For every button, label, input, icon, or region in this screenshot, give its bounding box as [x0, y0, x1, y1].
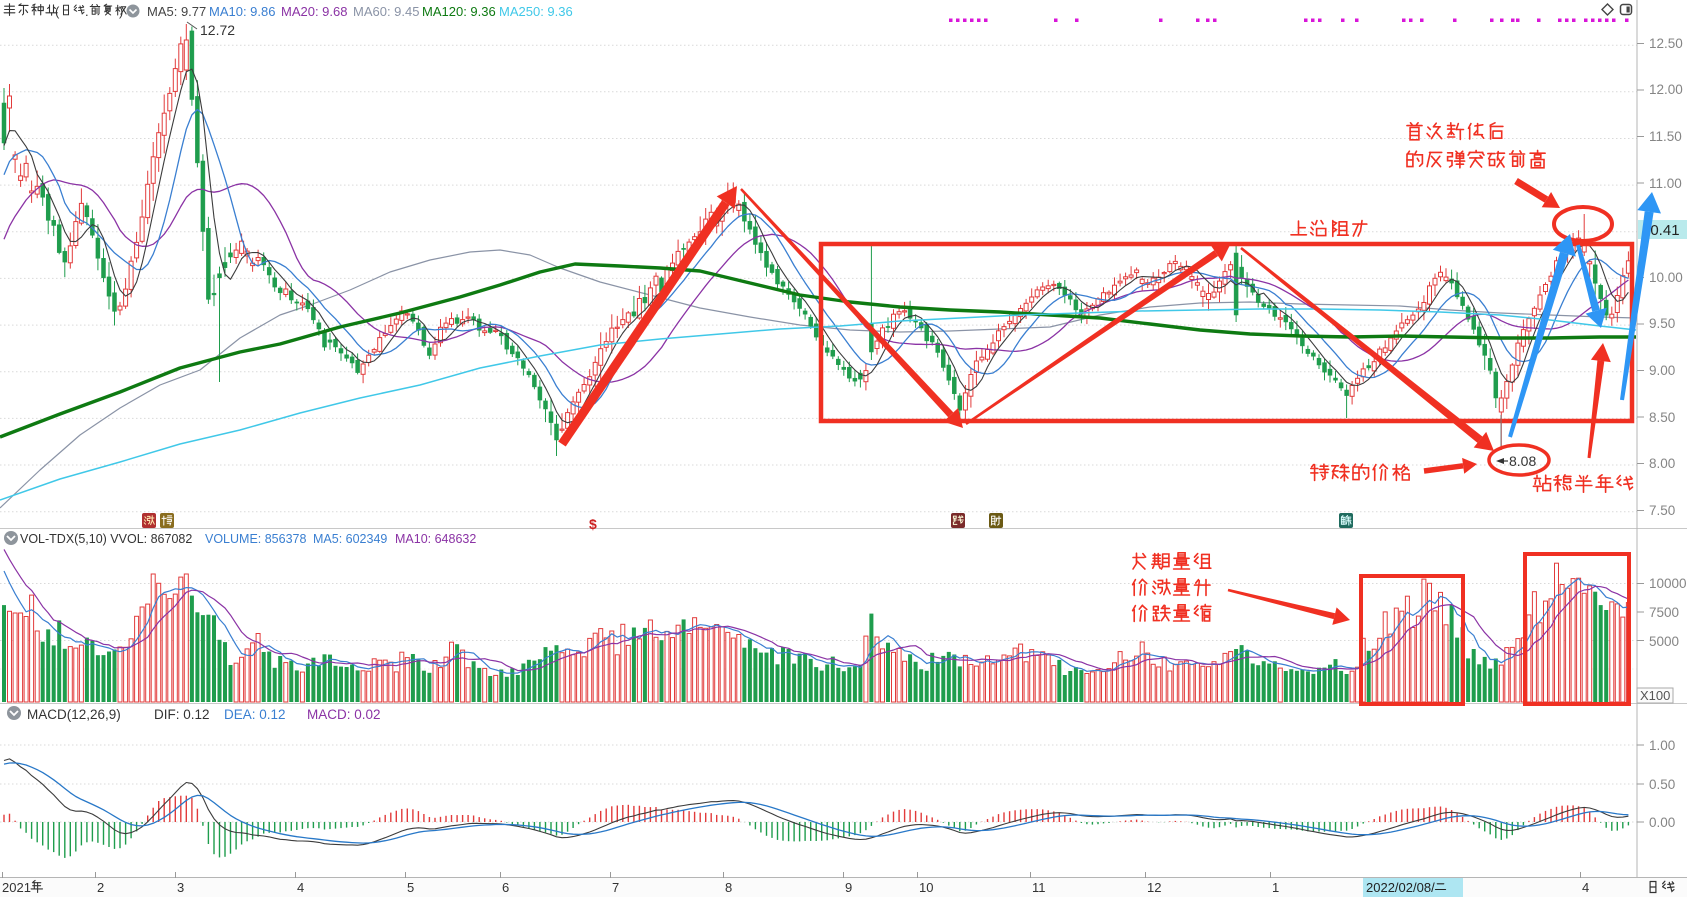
svg-text:MACD: 0.02: MACD: 0.02: [307, 707, 381, 722]
svg-text:9: 9: [845, 880, 852, 895]
svg-text:1: 1: [1272, 880, 1279, 895]
svg-text:4: 4: [1582, 880, 1589, 895]
svg-text:MA20: 9.68: MA20: 9.68: [281, 4, 348, 19]
svg-text:8.00: 8.00: [1649, 456, 1675, 471]
svg-text:1.00: 1.00: [1649, 738, 1675, 753]
svg-text:7500: 7500: [1649, 605, 1679, 620]
svg-text:11.00: 11.00: [1649, 176, 1682, 191]
svg-text:4: 4: [297, 880, 304, 895]
svg-text:2: 2: [97, 880, 104, 895]
svg-text:DIF: 0.12: DIF: 0.12: [154, 707, 210, 722]
svg-text:9.50: 9.50: [1649, 316, 1675, 331]
svg-text:8: 8: [725, 880, 732, 895]
svg-text:5000: 5000: [1649, 634, 1679, 649]
svg-text:5: 5: [407, 880, 414, 895]
svg-text:MA250: 9.36: MA250: 9.36: [499, 4, 573, 19]
svg-text:MACD(12,26,9): MACD(12,26,9): [27, 707, 121, 722]
svg-text:9.00: 9.00: [1649, 363, 1675, 378]
svg-text:11: 11: [1032, 880, 1046, 895]
svg-text:12.50: 12.50: [1649, 36, 1683, 51]
svg-text:7: 7: [612, 880, 619, 895]
svg-text:10: 10: [919, 880, 933, 895]
svg-text:MA5: 602349: MA5: 602349: [313, 532, 387, 546]
svg-text:0.50: 0.50: [1649, 777, 1675, 792]
svg-text:11.50: 11.50: [1649, 129, 1682, 144]
svg-text:MA60: 9.45: MA60: 9.45: [353, 4, 420, 19]
svg-text:12: 12: [1147, 880, 1161, 895]
svg-text:DEA: 0.12: DEA: 0.12: [224, 707, 286, 722]
svg-text:0.00: 0.00: [1649, 815, 1675, 830]
svg-text:2021: 2021: [2, 880, 31, 895]
svg-text:MA5: 9.77: MA5: 9.77: [147, 4, 206, 19]
svg-text:$: $: [589, 516, 597, 532]
svg-text:X100: X100: [1640, 688, 1670, 703]
svg-text:7.50: 7.50: [1649, 503, 1675, 518]
svg-text:10.00: 10.00: [1649, 270, 1683, 285]
svg-text:MA120: 9.36: MA120: 9.36: [422, 4, 496, 19]
svg-text:10000: 10000: [1649, 576, 1687, 591]
svg-text:MA10: 9.86: MA10: 9.86: [209, 4, 276, 19]
svg-text:MA10: 648632: MA10: 648632: [395, 532, 476, 546]
svg-text:8.50: 8.50: [1649, 410, 1675, 425]
svg-text:VOL-TDX(5,10) VVOL: 867082: VOL-TDX(5,10) VVOL: 867082: [20, 532, 192, 546]
svg-text:8.08: 8.08: [1509, 453, 1536, 469]
svg-text:(: (: [55, 4, 60, 19]
svg-text:.: .: [85, 4, 89, 19]
svg-text:VOLUME: 856378: VOLUME: 856378: [205, 532, 306, 546]
svg-text:6: 6: [502, 880, 509, 895]
svg-text:3: 3: [177, 880, 184, 895]
svg-text:12.72: 12.72: [200, 22, 235, 38]
svg-text:): ): [119, 4, 123, 19]
svg-text:2022/02/08/: 2022/02/08/: [1366, 880, 1435, 895]
svg-text:12.00: 12.00: [1649, 82, 1683, 97]
